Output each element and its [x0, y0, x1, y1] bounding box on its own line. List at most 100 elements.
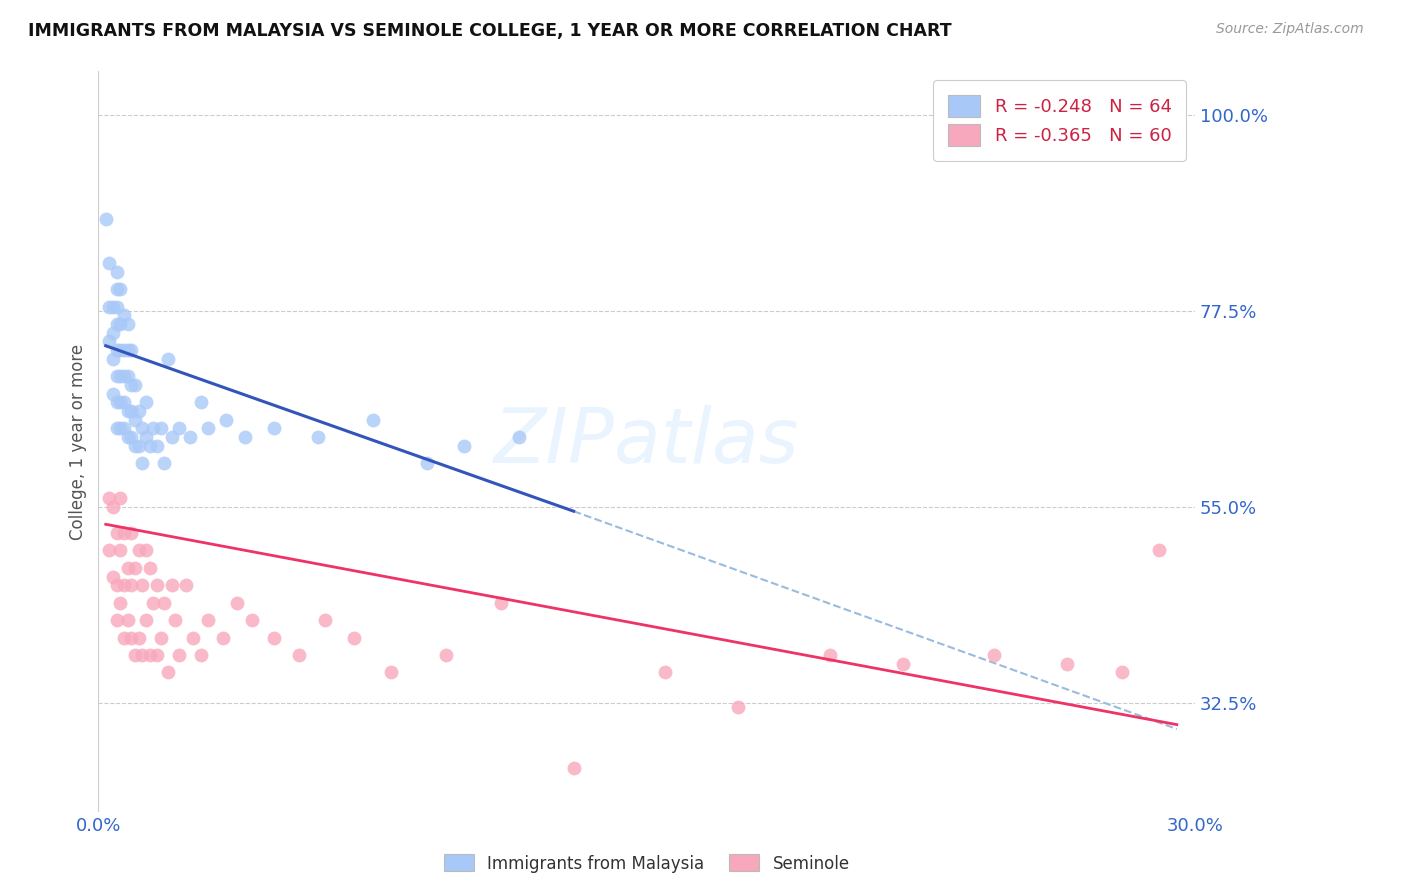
Point — [131, 648, 153, 662]
Point — [211, 631, 233, 645]
Point — [128, 543, 150, 558]
Point — [105, 265, 128, 279]
Point — [124, 413, 146, 427]
Point — [1111, 665, 1133, 680]
Point — [562, 761, 585, 775]
Point — [117, 317, 139, 331]
Point — [117, 561, 139, 575]
Point — [197, 613, 219, 627]
Point — [233, 430, 256, 444]
Text: Source: ZipAtlas.com: Source: ZipAtlas.com — [1216, 22, 1364, 37]
Point — [120, 631, 142, 645]
Point — [138, 648, 160, 662]
Point — [120, 343, 142, 357]
Text: ZIPatlas: ZIPatlas — [494, 405, 800, 478]
Point — [153, 596, 176, 610]
Point — [101, 326, 124, 340]
Point — [110, 421, 132, 435]
Point — [138, 561, 160, 575]
Point — [138, 439, 160, 453]
Point — [146, 578, 169, 592]
Point — [142, 596, 165, 610]
Point — [120, 378, 142, 392]
Point — [197, 421, 219, 435]
Point — [110, 543, 132, 558]
Point — [124, 378, 146, 392]
Point — [124, 561, 146, 575]
Point — [105, 613, 128, 627]
Point — [112, 631, 135, 645]
Point — [110, 491, 132, 505]
Point — [101, 569, 124, 583]
Point — [135, 613, 157, 627]
Point — [156, 351, 179, 366]
Point — [160, 430, 183, 444]
Point — [190, 648, 212, 662]
Point — [146, 439, 169, 453]
Point — [343, 631, 366, 645]
Point — [110, 282, 132, 296]
Point — [120, 526, 142, 541]
Point — [98, 334, 121, 349]
Point — [105, 282, 128, 296]
Point — [135, 395, 157, 409]
Point — [112, 369, 135, 384]
Point — [101, 351, 124, 366]
Point — [112, 308, 135, 322]
Point — [489, 596, 512, 610]
Point — [110, 395, 132, 409]
Point — [117, 369, 139, 384]
Y-axis label: College, 1 year or more: College, 1 year or more — [69, 343, 87, 540]
Point — [361, 413, 384, 427]
Point — [98, 491, 121, 505]
Point — [112, 395, 135, 409]
Point — [105, 395, 128, 409]
Point — [105, 369, 128, 384]
Point — [101, 386, 124, 401]
Point — [307, 430, 329, 444]
Point — [380, 665, 402, 680]
Point — [891, 657, 914, 671]
Point — [183, 631, 205, 645]
Point — [226, 596, 249, 610]
Point — [98, 543, 121, 558]
Point — [131, 421, 153, 435]
Point — [128, 404, 150, 418]
Point — [98, 300, 121, 314]
Point — [215, 413, 238, 427]
Point — [146, 648, 169, 662]
Point — [117, 613, 139, 627]
Point — [101, 500, 124, 514]
Point — [149, 631, 172, 645]
Point — [117, 404, 139, 418]
Point — [131, 456, 153, 470]
Point — [149, 421, 172, 435]
Point — [453, 439, 475, 453]
Legend: Immigrants from Malaysia, Seminole: Immigrants from Malaysia, Seminole — [437, 847, 856, 880]
Point — [131, 578, 153, 592]
Point — [179, 430, 201, 444]
Point — [128, 439, 150, 453]
Text: IMMIGRANTS FROM MALAYSIA VS SEMINOLE COLLEGE, 1 YEAR OR MORE CORRELATION CHART: IMMIGRANTS FROM MALAYSIA VS SEMINOLE COL… — [28, 22, 952, 40]
Point — [94, 212, 117, 227]
Point — [117, 430, 139, 444]
Point — [314, 613, 336, 627]
Point — [105, 317, 128, 331]
Point — [98, 256, 121, 270]
Point — [124, 648, 146, 662]
Point — [110, 317, 132, 331]
Point — [105, 421, 128, 435]
Point — [160, 578, 183, 592]
Point — [120, 578, 142, 592]
Point — [240, 613, 263, 627]
Point — [101, 300, 124, 314]
Point — [167, 421, 190, 435]
Point — [105, 526, 128, 541]
Point — [105, 343, 128, 357]
Point — [135, 430, 157, 444]
Point — [124, 439, 146, 453]
Point — [1147, 543, 1170, 558]
Point — [142, 421, 165, 435]
Point — [434, 648, 457, 662]
Point — [110, 369, 132, 384]
